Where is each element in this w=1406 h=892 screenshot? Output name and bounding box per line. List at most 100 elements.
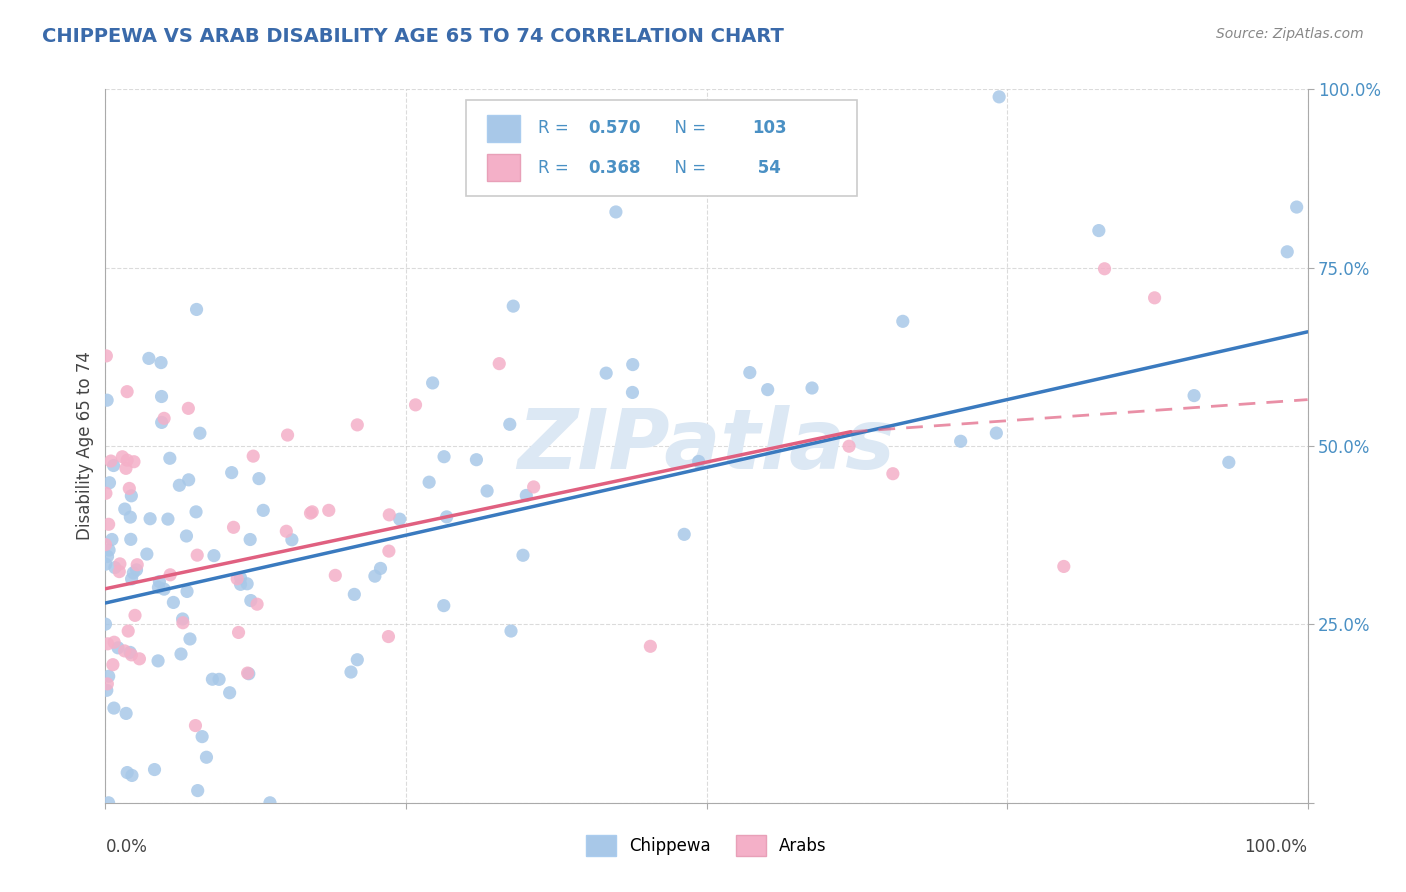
- Point: [499, 417, 522, 432]
- Point: [162, 595, 184, 609]
- Point: [96, 683, 118, 698]
- Point: [838, 439, 860, 453]
- Point: [121, 768, 143, 782]
- Point: [259, 796, 281, 810]
- Point: [114, 644, 136, 658]
- Point: [188, 426, 211, 441]
- Point: [117, 624, 139, 638]
- Point: [115, 765, 138, 780]
- Point: [115, 706, 138, 721]
- Point: [176, 529, 198, 543]
- Point: [195, 750, 218, 764]
- Point: [156, 512, 179, 526]
- Point: [120, 489, 142, 503]
- Point: [377, 630, 399, 644]
- Point: [1218, 455, 1240, 469]
- Point: [94, 538, 117, 552]
- Point: [388, 512, 411, 526]
- Point: [299, 506, 322, 520]
- Legend: Chippewa, Arabs: Chippewa, Arabs: [579, 829, 834, 863]
- Point: [107, 640, 129, 655]
- Point: [122, 455, 145, 469]
- Point: [418, 475, 440, 490]
- Text: 103: 103: [752, 120, 787, 137]
- Point: [276, 524, 298, 539]
- Point: [115, 461, 138, 475]
- Text: R =: R =: [538, 120, 574, 137]
- Point: [242, 449, 264, 463]
- Point: [1182, 388, 1205, 402]
- Point: [202, 549, 225, 563]
- Point: [277, 428, 299, 442]
- Point: [436, 509, 458, 524]
- Point: [222, 520, 245, 534]
- Point: [97, 796, 120, 810]
- Point: [229, 577, 252, 591]
- Bar: [486, 115, 520, 142]
- Point: [226, 572, 249, 586]
- Y-axis label: Disability Age 65 to 74: Disability Age 65 to 74: [76, 351, 94, 541]
- Point: [94, 617, 117, 632]
- Point: [1088, 223, 1111, 237]
- Point: [108, 565, 131, 579]
- Point: [475, 483, 498, 498]
- Point: [97, 669, 120, 683]
- Point: [201, 672, 224, 686]
- Point: [988, 90, 1011, 104]
- Point: [127, 558, 149, 572]
- Text: N =: N =: [665, 159, 711, 177]
- Point: [523, 480, 546, 494]
- Point: [239, 593, 262, 607]
- Point: [688, 454, 710, 468]
- Point: [640, 640, 662, 654]
- Point: [177, 473, 200, 487]
- Point: [97, 517, 120, 532]
- Point: [98, 475, 121, 490]
- Point: [208, 673, 231, 687]
- Point: [891, 314, 914, 328]
- Point: [184, 718, 207, 732]
- Point: [218, 686, 240, 700]
- Point: [502, 299, 524, 313]
- Point: [1277, 244, 1299, 259]
- Point: [246, 597, 269, 611]
- Text: 0.368: 0.368: [589, 159, 641, 177]
- Point: [378, 544, 401, 558]
- Point: [239, 533, 262, 547]
- Point: [499, 624, 522, 638]
- Point: [738, 366, 761, 380]
- Point: [186, 548, 208, 562]
- Text: Source: ZipAtlas.com: Source: ZipAtlas.com: [1216, 27, 1364, 41]
- Point: [170, 647, 193, 661]
- Point: [229, 571, 252, 585]
- Point: [139, 512, 162, 526]
- Point: [97, 637, 120, 651]
- Point: [488, 357, 510, 371]
- Point: [159, 451, 181, 466]
- Text: N =: N =: [665, 120, 711, 137]
- Point: [120, 533, 142, 547]
- Point: [343, 587, 366, 601]
- Point: [422, 376, 444, 390]
- Point: [595, 366, 617, 380]
- Point: [143, 763, 166, 777]
- Point: [103, 458, 125, 473]
- Point: [96, 549, 118, 564]
- Point: [100, 454, 122, 468]
- Point: [247, 472, 270, 486]
- Point: [1143, 291, 1166, 305]
- Point: [103, 635, 125, 649]
- Point: [101, 657, 124, 672]
- Point: [172, 615, 194, 630]
- Point: [172, 612, 194, 626]
- Point: [125, 563, 148, 577]
- Point: [465, 452, 488, 467]
- Point: [121, 572, 143, 586]
- Point: [128, 652, 150, 666]
- Point: [346, 653, 368, 667]
- Point: [179, 632, 201, 646]
- Point: [122, 566, 145, 580]
- Point: [153, 411, 176, 425]
- Point: [238, 666, 260, 681]
- Point: [186, 302, 208, 317]
